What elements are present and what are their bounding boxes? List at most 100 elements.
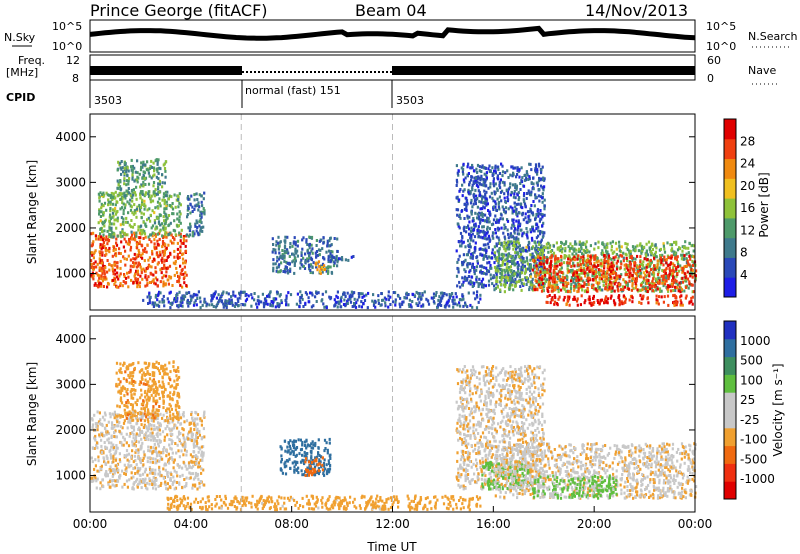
heatmap-cell [127, 182, 130, 186]
heatmap-cell [629, 266, 632, 270]
heatmap-cell [605, 259, 608, 263]
heatmap-cell [172, 241, 175, 245]
heatmap-cell [484, 180, 487, 184]
heatmap-cell [116, 168, 119, 172]
heatmap-cell [101, 246, 104, 249]
heatmap-cell [494, 166, 497, 170]
heatmap-cell [197, 290, 200, 294]
heatmap-cell [501, 260, 504, 263]
heatmap-cell [110, 222, 113, 226]
heatmap-cell [614, 277, 617, 280]
heatmap-cell [471, 252, 474, 255]
heatmap-cell [470, 198, 473, 202]
heatmap-cell [117, 183, 120, 187]
heatmap-cell [691, 275, 694, 279]
heatmap-cell [555, 267, 558, 270]
heatmap-cell [199, 214, 202, 218]
heatmap-cell [681, 280, 685, 284]
heatmap-cell [125, 170, 128, 174]
heatmap-cell [161, 222, 164, 226]
heatmap-cell [479, 220, 482, 224]
heatmap-cell [517, 263, 520, 267]
heatmap-cell [610, 261, 613, 265]
heatmap-cell [95, 265, 98, 269]
heatmap-cell [114, 190, 117, 194]
heatmap-cell [509, 260, 512, 263]
heatmap-cell [516, 228, 519, 232]
heatmap-cell [336, 296, 339, 300]
heatmap-cell [497, 236, 500, 240]
heatmap-cell [524, 267, 527, 271]
heatmap-cell [147, 235, 150, 239]
heatmap-cell [610, 294, 613, 298]
heatmap-cell [472, 193, 475, 197]
heatmap-cell [296, 254, 299, 258]
heatmap-cell [534, 256, 537, 260]
heatmap-cell [318, 270, 322, 274]
heatmap-cell [360, 300, 363, 304]
heatmap-cell [178, 303, 181, 307]
heatmap-cell [308, 267, 311, 271]
heatmap-cell [167, 300, 170, 304]
heatmap-cell [504, 206, 508, 210]
heatmap-cell [152, 486, 155, 490]
heatmap-cell [625, 280, 628, 284]
heatmap-cell [642, 294, 645, 298]
heatmap-cell [567, 298, 570, 302]
heatmap-cell [97, 192, 100, 196]
heatmap-cell [518, 224, 521, 228]
heatmap-cell [150, 272, 153, 276]
heatmap-cell [685, 279, 688, 283]
heatmap-cell [516, 169, 519, 173]
heatmap-cell [157, 243, 161, 247]
heatmap-cell [556, 303, 559, 307]
heatmap-cell [109, 209, 112, 213]
heatmap-cell [114, 196, 117, 200]
heatmap-cell [278, 244, 281, 248]
heatmap-cell [287, 271, 290, 275]
heatmap-cell [571, 245, 574, 248]
heatmap-cell [531, 238, 534, 242]
heatmap-cell [611, 289, 614, 293]
heatmap-cell [484, 284, 487, 288]
heatmap-cell [528, 286, 531, 289]
heatmap-cell [580, 277, 583, 281]
heatmap-cell [140, 271, 143, 275]
heatmap-cell [467, 188, 470, 192]
heatmap-cell [604, 254, 607, 258]
heatmap-cell [142, 180, 145, 184]
heatmap-cell [413, 294, 417, 298]
heatmap-cell [554, 275, 557, 279]
heatmap-cell [578, 273, 581, 277]
heatmap-cell [646, 290, 649, 293]
heatmap-cell [202, 451, 205, 455]
heatmap-cell [116, 179, 119, 183]
heatmap-cell [506, 259, 509, 263]
heatmap-cell [574, 240, 577, 244]
heatmap-cell [663, 295, 666, 299]
heatmap-cell [537, 234, 540, 238]
heatmap-cell [505, 279, 508, 283]
heatmap-cell [114, 247, 117, 251]
heatmap-cell [632, 277, 635, 281]
heatmap-cell [642, 260, 645, 264]
heatmap-cell [610, 257, 613, 261]
heatmap-cell [142, 170, 145, 174]
heatmap-cell [475, 280, 478, 284]
station-title: Prince George (fitACF) [90, 1, 268, 20]
heatmap-cell [648, 259, 651, 263]
heatmap-cell [163, 253, 166, 257]
heatmap-cell [195, 219, 198, 223]
heatmap-cell [103, 193, 106, 197]
heatmap-cell [488, 227, 491, 231]
heatmap-cell [423, 290, 426, 294]
heatmap-cell [470, 238, 473, 242]
heatmap-cell [119, 233, 122, 237]
heatmap-cell [492, 218, 496, 222]
heatmap-cell [574, 285, 577, 289]
heatmap-cell [154, 234, 157, 238]
heatmap-cell [628, 275, 631, 279]
heatmap-cell [179, 283, 182, 287]
heatmap-cell [648, 264, 652, 268]
heatmap-cell [610, 248, 613, 252]
